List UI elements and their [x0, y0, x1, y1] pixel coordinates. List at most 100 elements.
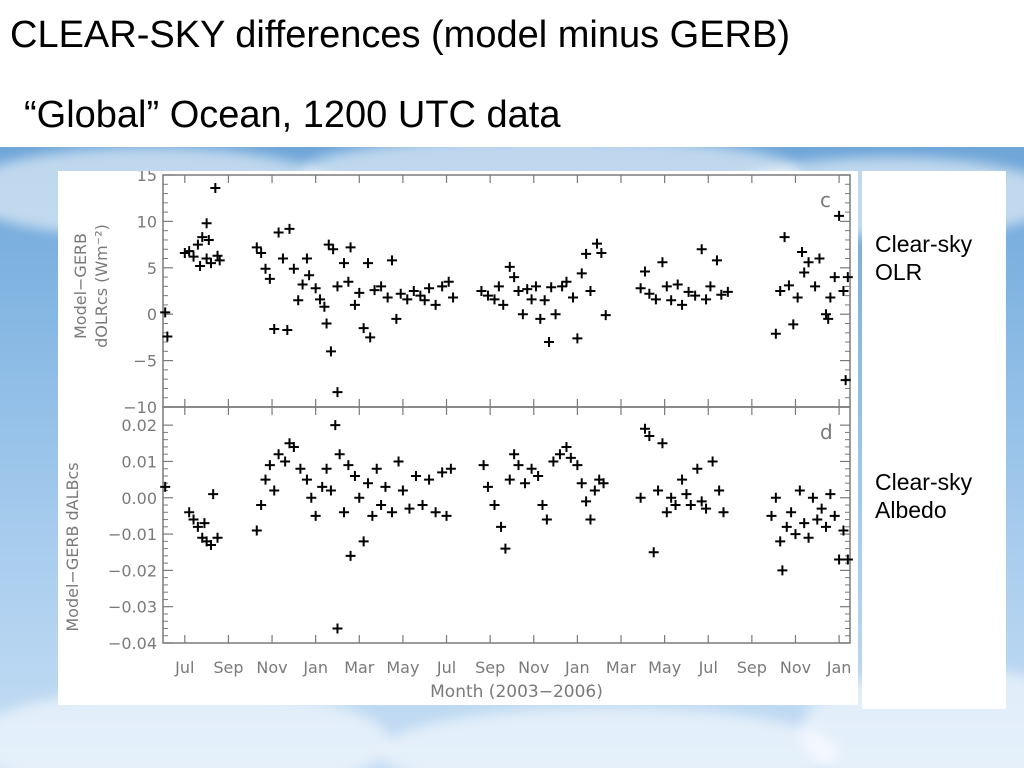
x-tick-label: Sep — [737, 658, 767, 677]
x-tick-label: Sep — [475, 658, 505, 677]
data-point — [395, 288, 406, 299]
data-point — [834, 554, 845, 565]
data-point — [358, 536, 369, 547]
data-point — [814, 253, 825, 264]
slide-header: CLEAR-SKY differences (model minus GERB)… — [0, 0, 1024, 147]
data-point — [650, 294, 661, 305]
data-point — [376, 281, 387, 292]
data-point — [214, 255, 225, 266]
data-point — [197, 232, 208, 243]
data-point — [315, 294, 326, 305]
data-point — [482, 290, 493, 301]
data-point — [430, 507, 441, 518]
slide-title: CLEAR-SKY differences (model minus GERB) — [10, 14, 791, 56]
data-point — [775, 536, 786, 547]
data-point — [188, 514, 199, 525]
data-point — [188, 251, 199, 262]
data-point — [829, 510, 840, 521]
data-point — [203, 234, 214, 245]
data-point — [657, 438, 668, 449]
data-point — [565, 452, 576, 463]
data-point — [391, 313, 402, 324]
data-point — [273, 227, 284, 238]
x-tick-label: Sep — [213, 658, 243, 677]
data-point — [707, 456, 718, 467]
data-point — [363, 478, 374, 489]
data-point — [661, 281, 672, 292]
x-tick-label: Mar — [344, 658, 375, 677]
data-point — [256, 500, 267, 511]
albedo-label-line2: Albedo — [875, 497, 947, 523]
data-point — [672, 279, 683, 290]
chart-svg: 15 10 5 0 −5 −10 c Model−GERB dOLRcs (Wm⁻²) 0.02 0… — [63, 166, 853, 702]
chart-panel: 15 10 5 0 −5 −10 c Model−GERB dOLRcs (Wm⁻²) 0.02 0… — [58, 166, 858, 705]
data-point — [343, 460, 354, 471]
data-point — [541, 514, 552, 525]
data-point — [526, 463, 537, 474]
data-point — [380, 481, 391, 492]
x-tick-label: Jul — [698, 658, 718, 677]
data-point — [576, 268, 587, 279]
olr-label-line1: Clear-sky — [875, 231, 973, 257]
data-point — [705, 281, 716, 292]
data-point — [589, 485, 600, 496]
data-point — [790, 529, 801, 540]
x-tick-label: Jul — [436, 658, 456, 677]
data-point — [779, 232, 790, 243]
data-point — [448, 292, 459, 303]
data-point — [387, 507, 397, 518]
data-point — [301, 474, 312, 485]
data-point — [585, 286, 596, 296]
data-point — [260, 263, 271, 274]
x-tick-label: Nov — [518, 658, 549, 677]
cloud-shape — [380, 707, 840, 768]
data-point — [251, 525, 262, 536]
data-point — [581, 248, 592, 259]
data-point — [201, 218, 212, 229]
data-point — [349, 470, 360, 481]
data-point — [441, 510, 452, 521]
data-point — [670, 500, 681, 511]
data-point — [600, 310, 611, 321]
data-point — [792, 292, 803, 303]
data-point — [653, 485, 664, 496]
x-tick-label: Nov — [256, 658, 287, 677]
y-tick-label: 0.02 — [121, 416, 157, 435]
data-point — [476, 286, 487, 296]
data-point — [500, 543, 511, 554]
data-point — [572, 333, 583, 344]
label-panel — [862, 171, 1006, 709]
data-point — [840, 375, 851, 386]
data-point — [561, 441, 572, 452]
data-point — [821, 309, 832, 320]
data-point — [325, 485, 336, 496]
data-point — [504, 474, 515, 485]
data-point — [321, 463, 332, 474]
data-point — [404, 503, 415, 514]
data-point — [842, 554, 853, 565]
data-point — [825, 489, 836, 500]
data-point — [282, 324, 293, 335]
data-point — [321, 318, 332, 329]
data-point — [184, 246, 195, 257]
data-point — [334, 449, 345, 460]
data-point — [810, 281, 821, 292]
y-axis-title: Model−GERB — [71, 233, 90, 339]
data-point — [387, 255, 397, 266]
panel-label: c — [820, 188, 831, 212]
slide-subtitle: “Global” Ocean, 1200 UTC data — [24, 94, 561, 136]
data-point — [683, 286, 694, 297]
data-point — [509, 449, 520, 460]
data-point — [306, 492, 317, 503]
data-point — [437, 467, 448, 478]
x-tick-label: Mar — [606, 658, 637, 677]
data-point — [554, 449, 565, 460]
data-point — [770, 328, 781, 339]
data-point — [821, 521, 832, 532]
data-point — [783, 280, 794, 291]
data-point — [332, 281, 343, 292]
data-point — [513, 286, 524, 296]
data-point — [160, 481, 171, 492]
y-axis-title: Model−GERB dALBcs — [63, 462, 82, 631]
data-point — [365, 332, 376, 343]
